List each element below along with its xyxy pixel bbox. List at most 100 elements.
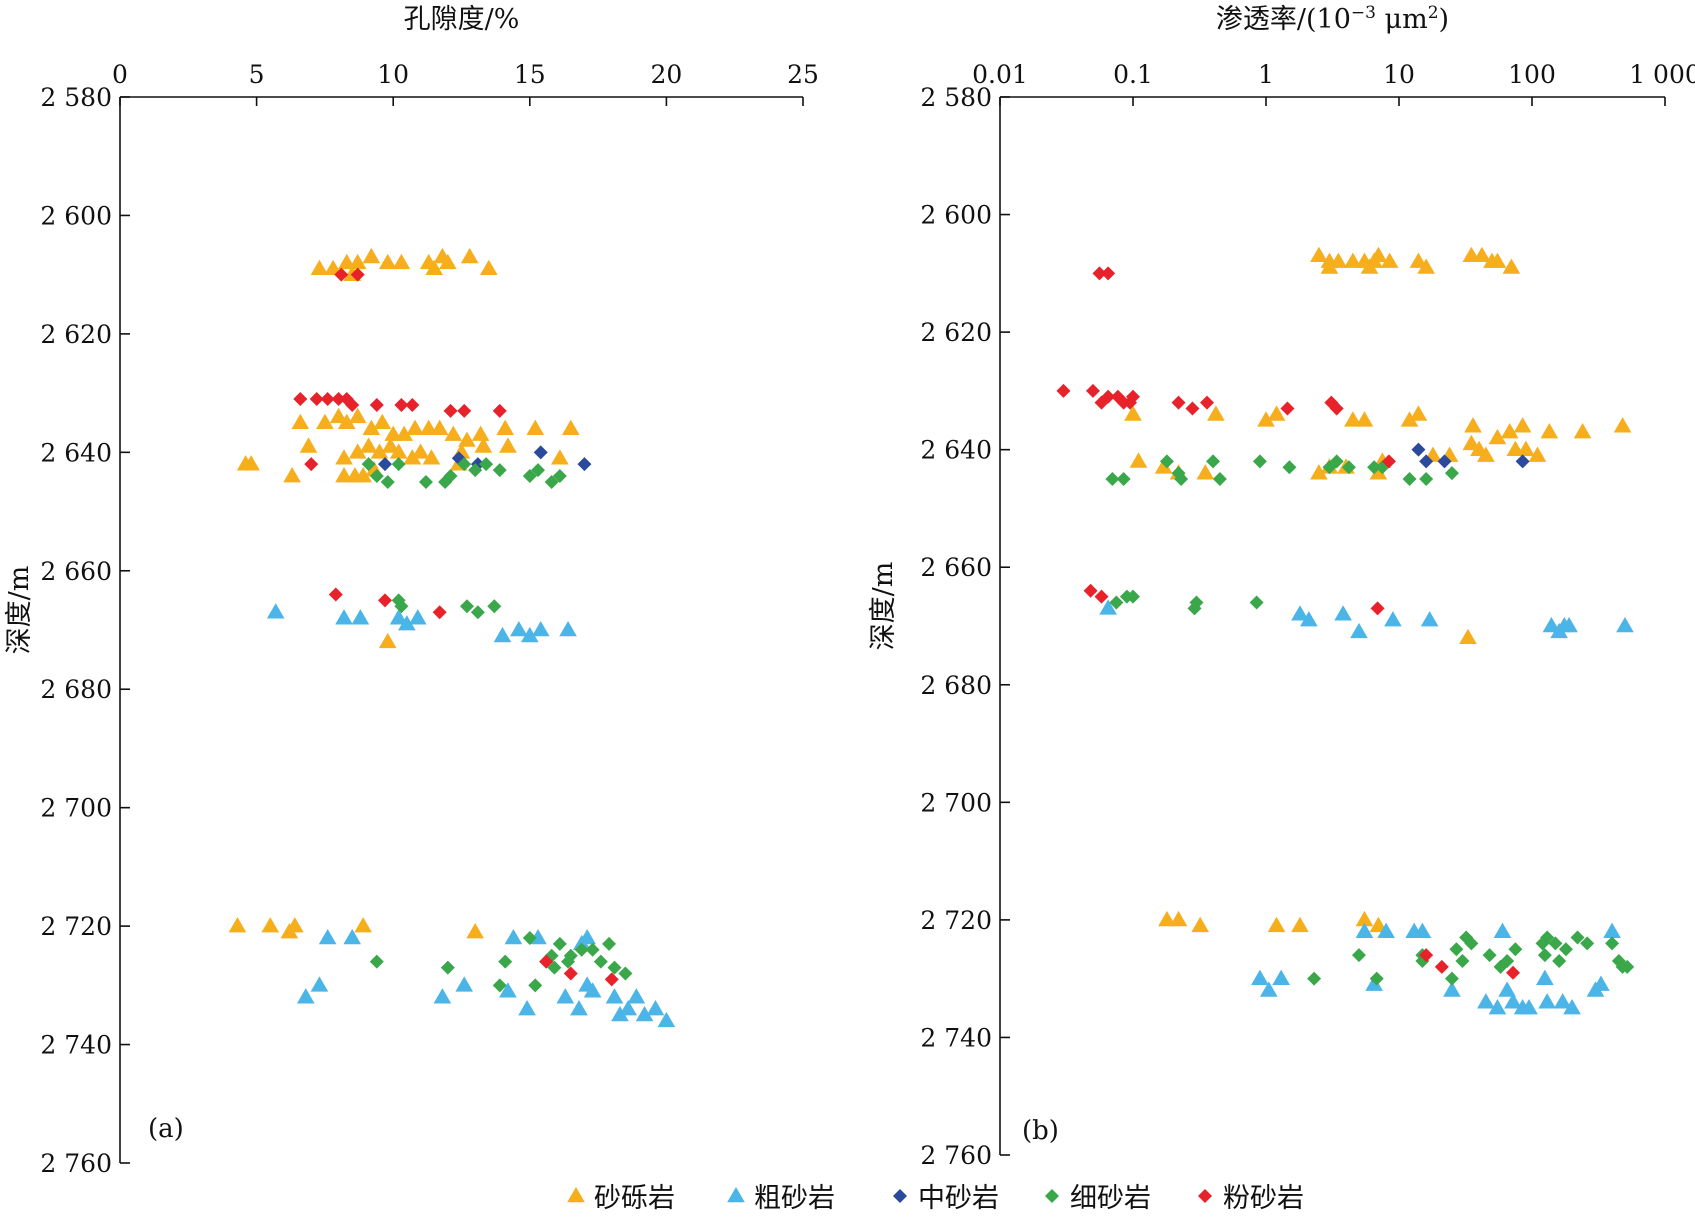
data-point (1126, 589, 1140, 604)
data-point (1411, 442, 1426, 457)
legend: 砂砾岩 粗砂岩 中砂岩 细砂岩 粉砂岩 (567, 1183, 1304, 1214)
y-tick-label: 2 740 (920, 1023, 992, 1052)
data-point (369, 954, 384, 969)
data-point (552, 936, 567, 951)
data-point (1513, 417, 1532, 433)
data-point (607, 960, 622, 975)
data-point (480, 259, 498, 276)
data-point (354, 917, 372, 933)
data-point (1101, 266, 1116, 281)
data-point (378, 593, 393, 608)
data-point (1329, 252, 1348, 268)
data-point (1413, 922, 1432, 938)
data-point (528, 978, 543, 993)
y-axis-title: 深度/m (868, 562, 899, 651)
x-tick-label: 25 (787, 60, 819, 89)
data-point (457, 403, 472, 418)
y-tick-label: 2 640 (920, 436, 992, 465)
data-point (1126, 389, 1140, 404)
data-point (574, 942, 589, 957)
data-point (1409, 252, 1428, 268)
data-point (266, 603, 285, 619)
data-point (1360, 258, 1379, 274)
data-point (1419, 948, 1434, 963)
data-point (1116, 472, 1131, 487)
series-fine_sandstone (361, 457, 633, 993)
legend-marker (727, 1187, 745, 1203)
data-point (1291, 916, 1309, 933)
data-point (1409, 405, 1428, 421)
legend-marker (567, 1187, 585, 1203)
data-point (1444, 466, 1459, 481)
data-point (1267, 405, 1286, 421)
data-point (411, 443, 430, 459)
legend-item-siltstone: 粉砂岩 (1198, 1183, 1304, 1214)
data-point (498, 954, 513, 969)
data-point (492, 463, 507, 478)
data-point (1344, 252, 1362, 268)
data-point (418, 474, 433, 489)
series-fine_sandstone (1105, 454, 1635, 986)
data-point (299, 437, 318, 453)
data-point (583, 982, 602, 998)
data-point (1267, 916, 1286, 933)
data-point (563, 966, 578, 981)
data-point (1355, 411, 1374, 427)
data-point (1094, 589, 1109, 604)
x-tick-label: 0 (112, 60, 128, 89)
data-point (350, 267, 365, 282)
data-point (510, 621, 528, 637)
data-point (398, 615, 416, 631)
data-point (1553, 993, 1572, 1009)
data-point (1498, 981, 1516, 997)
legend-marker (1045, 1189, 1059, 1203)
data-point (392, 253, 411, 270)
data-point (657, 1011, 676, 1028)
data-point (1329, 454, 1344, 469)
data-point (1092, 266, 1107, 281)
data-point (559, 621, 577, 637)
data-point (310, 976, 329, 992)
data-point (335, 449, 353, 465)
y-tick-label: 2 580 (40, 83, 112, 112)
data-point (378, 632, 397, 649)
data-point (1384, 611, 1402, 627)
data-point (389, 443, 408, 459)
data-point (1400, 411, 1419, 427)
data-point (1488, 999, 1507, 1015)
data-point (1477, 993, 1495, 1009)
data-point (522, 930, 537, 945)
data-point (1212, 472, 1227, 487)
data-point (1444, 971, 1459, 986)
data-point (1369, 971, 1384, 986)
data-point (1154, 458, 1173, 474)
data-point (440, 960, 455, 975)
data-point (1500, 954, 1515, 969)
data-point (504, 928, 523, 945)
data-point (1109, 595, 1124, 610)
data-point (1560, 617, 1578, 633)
y-tick-label: 2 620 (40, 320, 112, 349)
y-tick-label: 2 600 (920, 201, 992, 230)
data-point (561, 954, 576, 969)
data-point (1300, 611, 1318, 627)
y-tick-label: 2 600 (40, 201, 112, 230)
data-point (345, 397, 360, 412)
y-tick-label: 2 620 (920, 318, 992, 347)
data-point (556, 988, 575, 1004)
x-tick-label: 10 (377, 60, 409, 89)
data-point (1605, 936, 1620, 951)
data-point (1462, 434, 1481, 451)
data-point (479, 457, 494, 472)
x-tick-label: 100 (1508, 60, 1556, 89)
series-medium_sandstone (1411, 442, 1530, 469)
data-point (1537, 948, 1552, 963)
data-point (1169, 910, 1188, 927)
data-point (1502, 258, 1521, 274)
data-point (1282, 460, 1297, 475)
data-point (1252, 454, 1267, 469)
porosity-panel: 0 5 10 15 20 25 2 580 2 600 2 620 2 640 2 660 2 680… (4, 4, 819, 1178)
data-point (1174, 472, 1189, 487)
data-point (343, 928, 362, 945)
data-point (1377, 922, 1395, 938)
